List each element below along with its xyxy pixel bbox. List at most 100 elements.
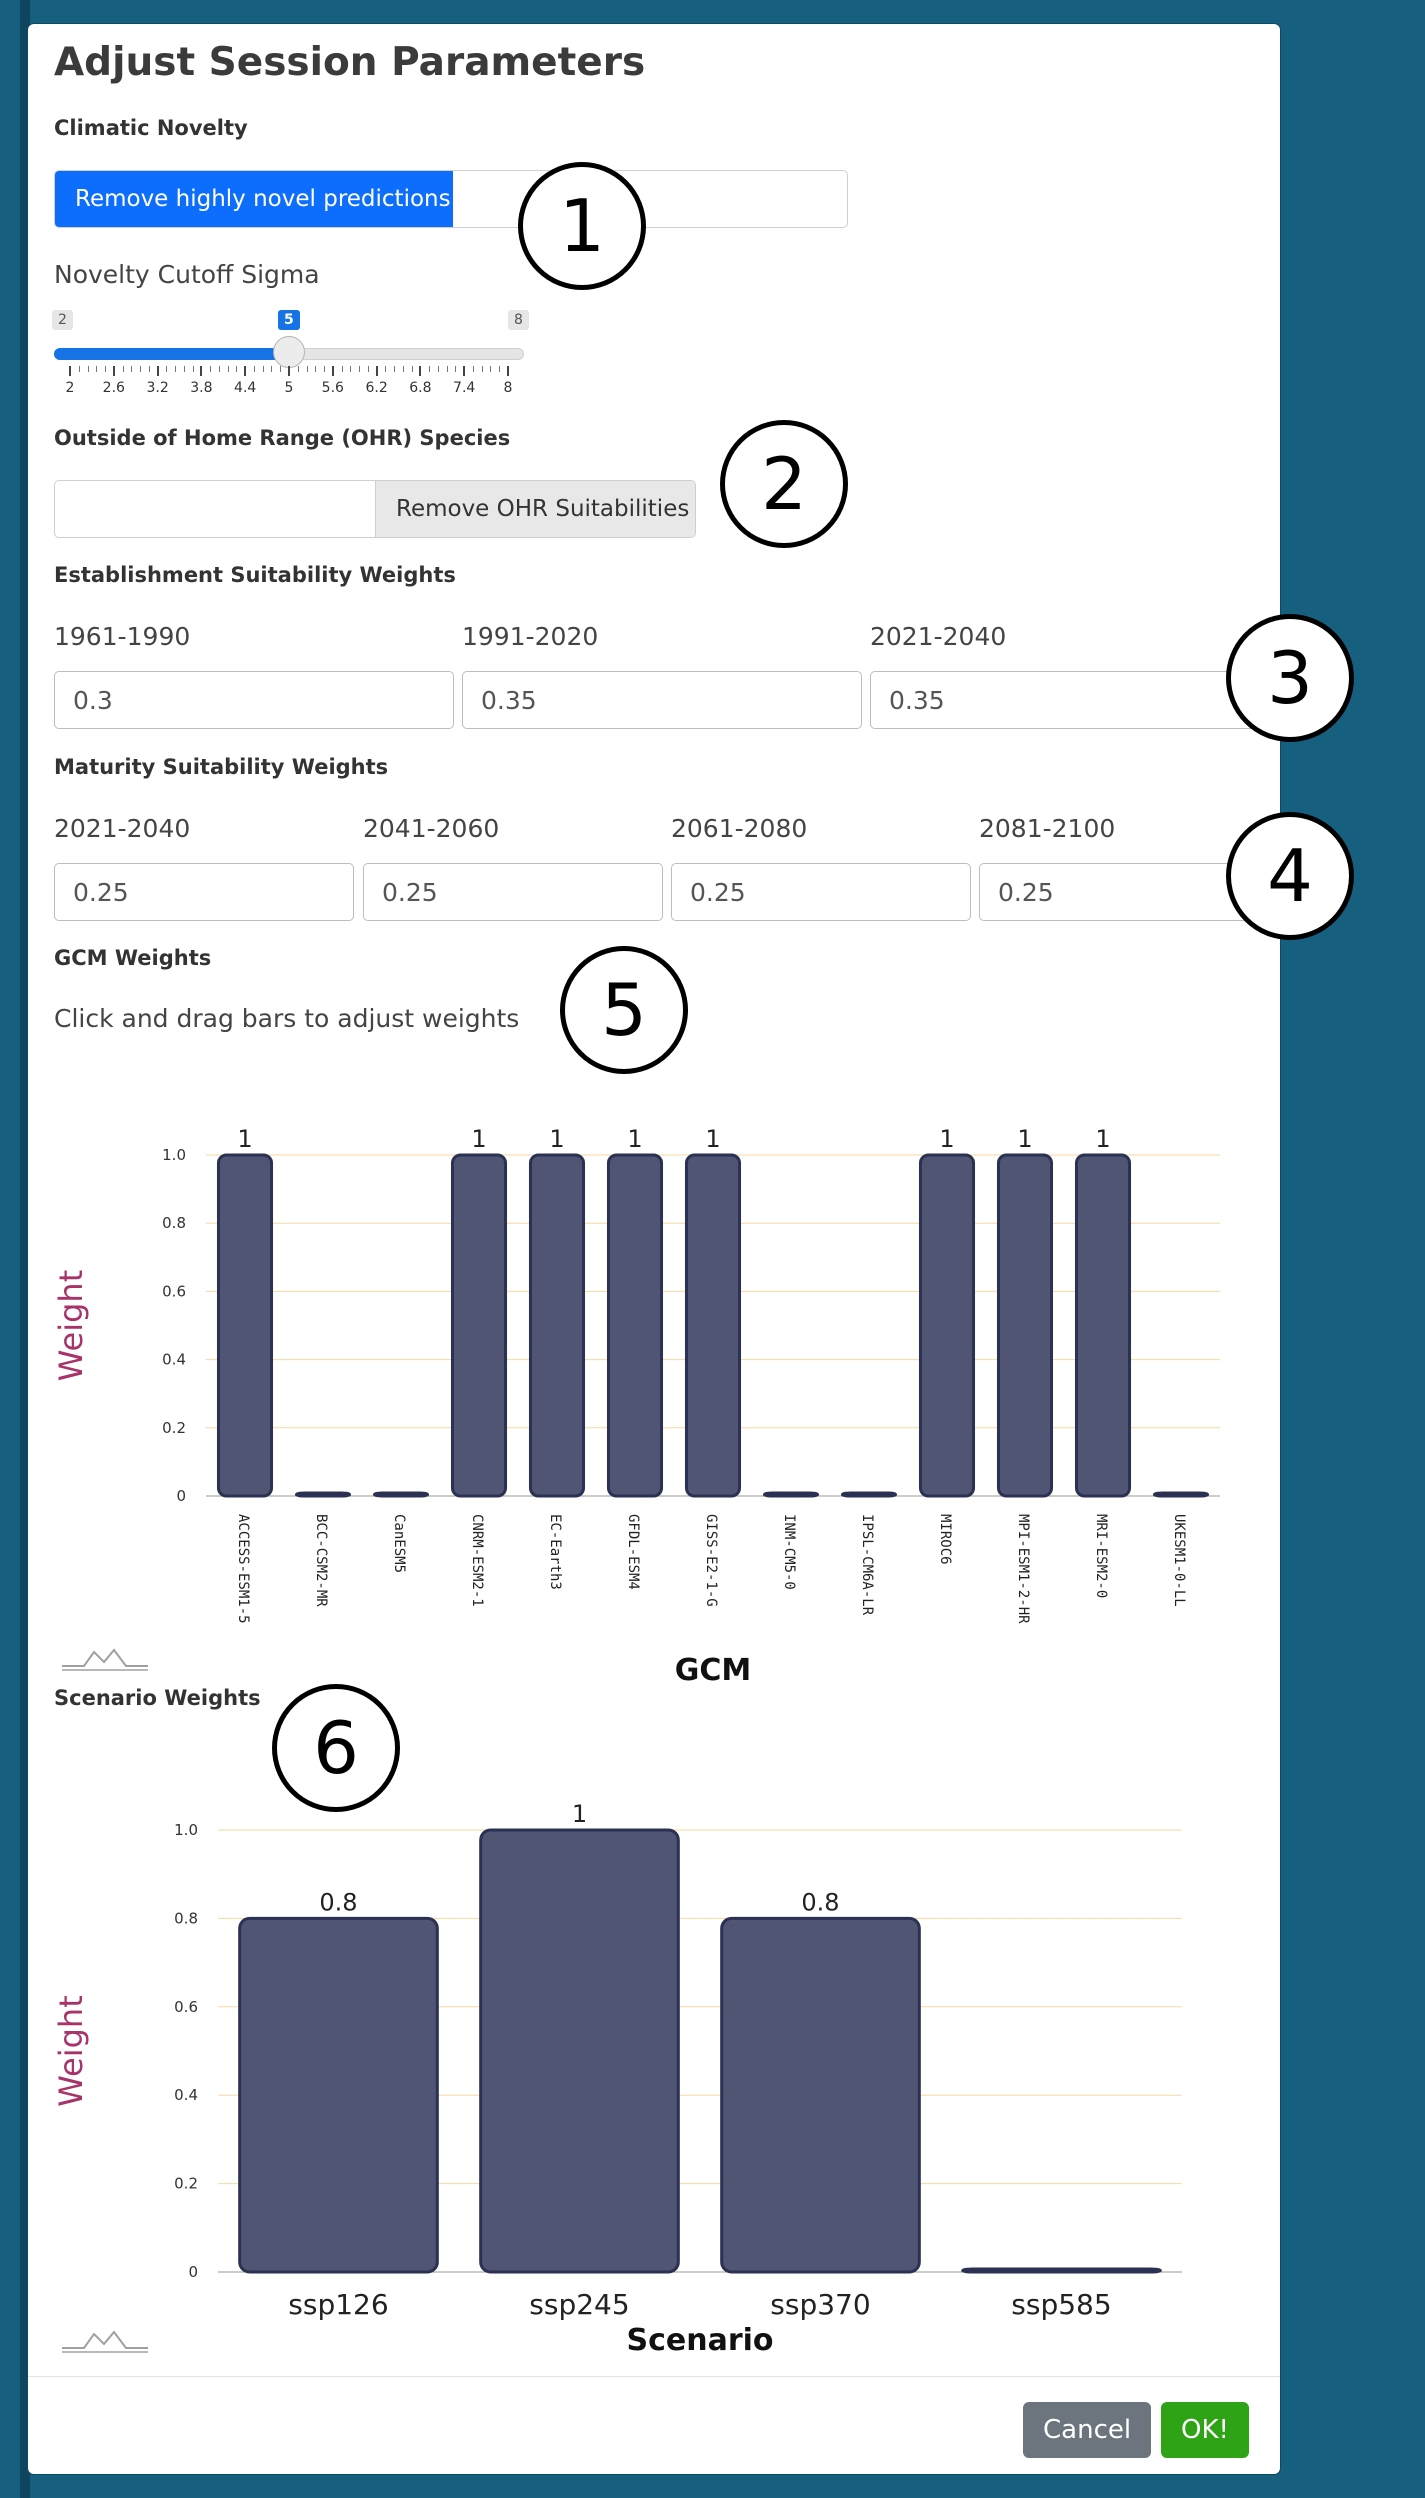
gcm-weights-chart[interactable]: 0 0.2 0.4 0.6 0.8 1.0 1 ACCESS-ESM1-5 BCC-CSM2-M… — [28, 1094, 1280, 1704]
slider-max-chip: 8 — [508, 310, 529, 330]
x-tick-label: ssp585 — [1011, 2288, 1111, 2321]
chart-bar[interactable] — [762, 1491, 820, 1498]
slider-minor-tick — [140, 366, 142, 372]
chart-bar[interactable] — [1152, 1491, 1210, 1498]
scenario-weights-chart[interactable]: 0 0.2 0.4 0.6 0.8 1.0 0.8 ssp126 1 ssp245 0.8 ssp37… — [28, 1774, 1280, 2364]
novelty-cutoff-label: Novelty Cutoff Sigma — [54, 260, 320, 289]
chart-bar[interactable] — [684, 1153, 742, 1498]
slider-tick — [507, 366, 509, 376]
slider-minor-tick — [280, 366, 282, 372]
y-tick-label: 0.8 — [162, 1214, 186, 1232]
chart-bar[interactable] — [996, 1153, 1054, 1498]
slider-tick — [69, 366, 71, 376]
slider-minor-tick — [87, 366, 89, 372]
est-weight-input-1[interactable] — [54, 671, 454, 729]
slider-minor-tick — [148, 366, 150, 372]
x-axis-title: Scenario — [626, 2323, 773, 2358]
x-tick-label: ACCESS-ESM1-5 — [235, 1514, 251, 1624]
x-tick-label: GFDL-ESM4 — [625, 1514, 641, 1590]
cancel-button[interactable]: Cancel — [1023, 2402, 1152, 2458]
data-label: 1 — [627, 1125, 642, 1153]
mat-period-4: 2081-2100 — [979, 814, 1116, 843]
slider-tick-label: 5.6 — [321, 380, 344, 396]
data-label: 1 — [1017, 1125, 1032, 1153]
y-tick-label: 0 — [176, 1487, 186, 1505]
slider-minor-tick — [359, 366, 361, 372]
chart-bar[interactable] — [1074, 1153, 1132, 1498]
chart-bar[interactable] — [528, 1153, 586, 1498]
chart-bar[interactable] — [450, 1153, 508, 1498]
chart-bar[interactable] — [606, 1153, 664, 1498]
mat-weight-input-2[interactable] — [363, 863, 663, 921]
slider-minor-tick — [210, 366, 212, 372]
chart-bar[interactable] — [840, 1491, 898, 1498]
x-axis-title: GCM — [675, 1653, 752, 1688]
slider-minor-tick — [402, 366, 404, 372]
x-tick-label: UKESM1-0-LL — [1171, 1514, 1187, 1607]
mat-weight-input-1[interactable] — [54, 863, 354, 921]
chart-bar[interactable] — [372, 1491, 430, 1498]
data-label: 1 — [572, 1800, 587, 1828]
novelty-toggle-group: Remove highly novel predictions — [54, 170, 848, 228]
x-tick-label: ssp370 — [770, 2288, 870, 2321]
ohr-toggle-group: Remove OHR Suitabilities — [54, 480, 696, 538]
slider-minor-tick — [271, 366, 273, 372]
slider-minor-tick — [122, 366, 124, 372]
slider-minor-tick — [455, 366, 457, 372]
chart-bar[interactable] — [720, 1916, 921, 2274]
chart-bar[interactable] — [238, 1916, 439, 2274]
slider-minor-tick — [341, 366, 343, 372]
slider-handle[interactable] — [273, 336, 305, 368]
chart-bar[interactable] — [961, 2267, 1162, 2274]
slider-tick — [288, 366, 290, 376]
data-label: 1 — [705, 1125, 720, 1153]
mat-weight-input-3[interactable] — [671, 863, 971, 921]
slider-tick — [331, 366, 334, 376]
y-tick-label: 0.4 — [162, 1351, 186, 1369]
callout-6: 6 — [272, 1684, 400, 1812]
slider-value-chip: 5 — [278, 310, 300, 330]
est-period-3: 2021-2040 — [870, 622, 1007, 651]
slider-minor-tick — [481, 366, 483, 372]
slider-tick-label: 8 — [503, 380, 513, 396]
ok-button[interactable]: OK! — [1161, 2402, 1249, 2458]
est-weight-input-2[interactable] — [462, 671, 862, 729]
chart-bar[interactable] — [294, 1491, 352, 1498]
slider-minor-tick — [253, 366, 255, 372]
slider-tick — [419, 366, 422, 376]
data-label: 1 — [549, 1125, 564, 1153]
novelty-cutoff-slider[interactable]: 2 5 8 2 2.6 3.2 3.8 4.4 5 5.6 6.2 6.8 7.4 8 — [52, 304, 534, 399]
slider-minor-tick — [183, 366, 185, 372]
slider-tick-label: 2.6 — [102, 380, 125, 396]
mat-period-1: 2021-2040 — [54, 814, 191, 843]
x-tick-label: ssp245 — [529, 2288, 629, 2321]
chart-bar[interactable] — [918, 1153, 976, 1498]
maturity-label: Maturity Suitability Weights — [54, 755, 389, 779]
mat-period-3: 2061-2080 — [671, 814, 808, 843]
slider-minor-tick — [394, 366, 396, 372]
y-tick-label: 0.6 — [162, 1282, 186, 1300]
slider-tick-label: 6.8 — [409, 380, 432, 396]
slider-minor-tick — [227, 366, 229, 372]
slider-minor-tick — [367, 366, 369, 372]
data-label: 1 — [1095, 1125, 1110, 1153]
slider-minor-tick — [490, 366, 492, 372]
climatic-novelty-label: Climatic Novelty — [54, 116, 248, 140]
y-tick-label: 0.8 — [174, 1909, 198, 1927]
chart-bar[interactable] — [216, 1153, 274, 1498]
x-tick-label: CanESM5 — [391, 1514, 407, 1573]
slider-minor-tick — [166, 366, 168, 372]
chart-bar[interactable] — [479, 1828, 680, 2274]
slider-minor-tick — [192, 366, 194, 372]
slider-minor-tick — [105, 366, 107, 372]
remove-ohr-button[interactable]: Remove OHR Suitabilities — [375, 481, 695, 537]
slider-tick — [244, 366, 247, 376]
background-page-strip — [20, 0, 30, 2498]
callout-3: 3 — [1226, 614, 1354, 742]
y-tick-label: 1.0 — [162, 1146, 186, 1164]
est-weight-input-3[interactable] — [870, 671, 1270, 729]
x-tick-label: GISS-E2-1-G — [703, 1514, 719, 1607]
remove-novel-predictions-button[interactable]: Remove highly novel predictions — [55, 171, 453, 227]
slider-minor-tick — [175, 366, 177, 372]
scenario-weights-label: Scenario Weights — [54, 1686, 261, 1710]
